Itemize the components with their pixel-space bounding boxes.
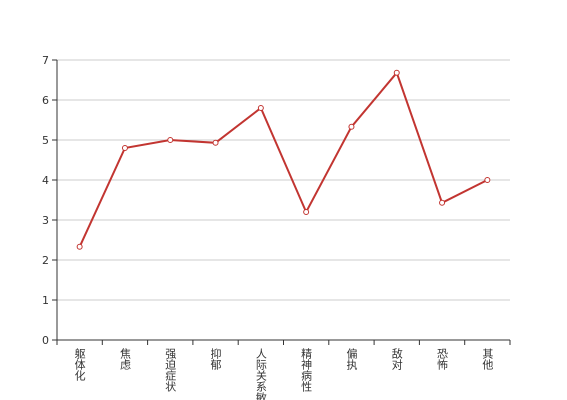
y-tick-label: 1 xyxy=(42,294,49,307)
y-tick-label: 0 xyxy=(42,334,49,347)
point xyxy=(76,243,83,250)
point xyxy=(212,139,219,146)
point xyxy=(167,137,174,143)
y-tick-label: 5 xyxy=(42,134,49,147)
x-tick-label: 强迫症状 xyxy=(164,348,177,392)
x-tick-label: 偏执 xyxy=(345,347,358,371)
point xyxy=(393,69,400,76)
x-tick-label: 人际关系敏感 xyxy=(254,348,267,400)
x-tick-label: 抑郁 xyxy=(209,347,222,370)
x-tick-label: 躯体化 xyxy=(73,348,86,382)
x-tick-label: 精神病性 xyxy=(300,348,313,393)
x-tick-label: 焦虑 xyxy=(118,348,131,370)
point xyxy=(121,145,128,151)
x-tick-label: 敌对 xyxy=(390,347,403,370)
y-tick-label: 3 xyxy=(42,214,49,227)
point xyxy=(439,199,446,206)
x-tick-label: 其他 xyxy=(481,348,494,370)
point xyxy=(484,177,491,183)
y-tick-label: 4 xyxy=(42,174,49,187)
y-tick-label: 2 xyxy=(42,254,49,267)
point xyxy=(303,209,310,215)
line xyxy=(78,70,488,248)
point xyxy=(348,123,355,130)
point xyxy=(257,105,264,111)
y-tick-label: 7 xyxy=(42,54,49,67)
x-tick-label: 恐怖 xyxy=(436,348,449,370)
y-tick-label: 6 xyxy=(42,94,49,107)
